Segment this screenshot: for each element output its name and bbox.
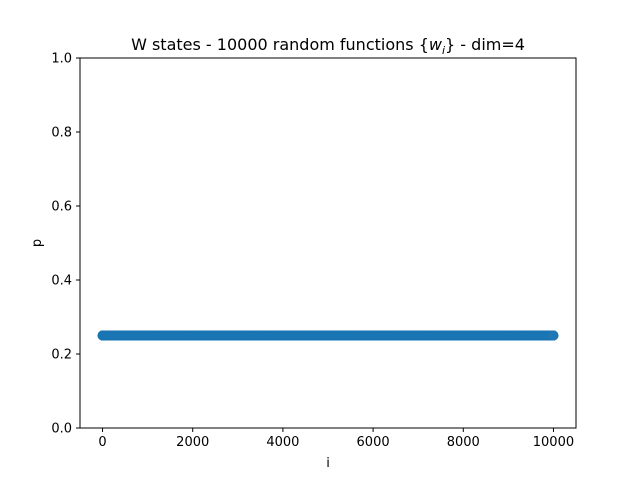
chart-title: W states - 10000 random functions {wi} -… (131, 35, 525, 57)
data-points (97, 330, 559, 341)
